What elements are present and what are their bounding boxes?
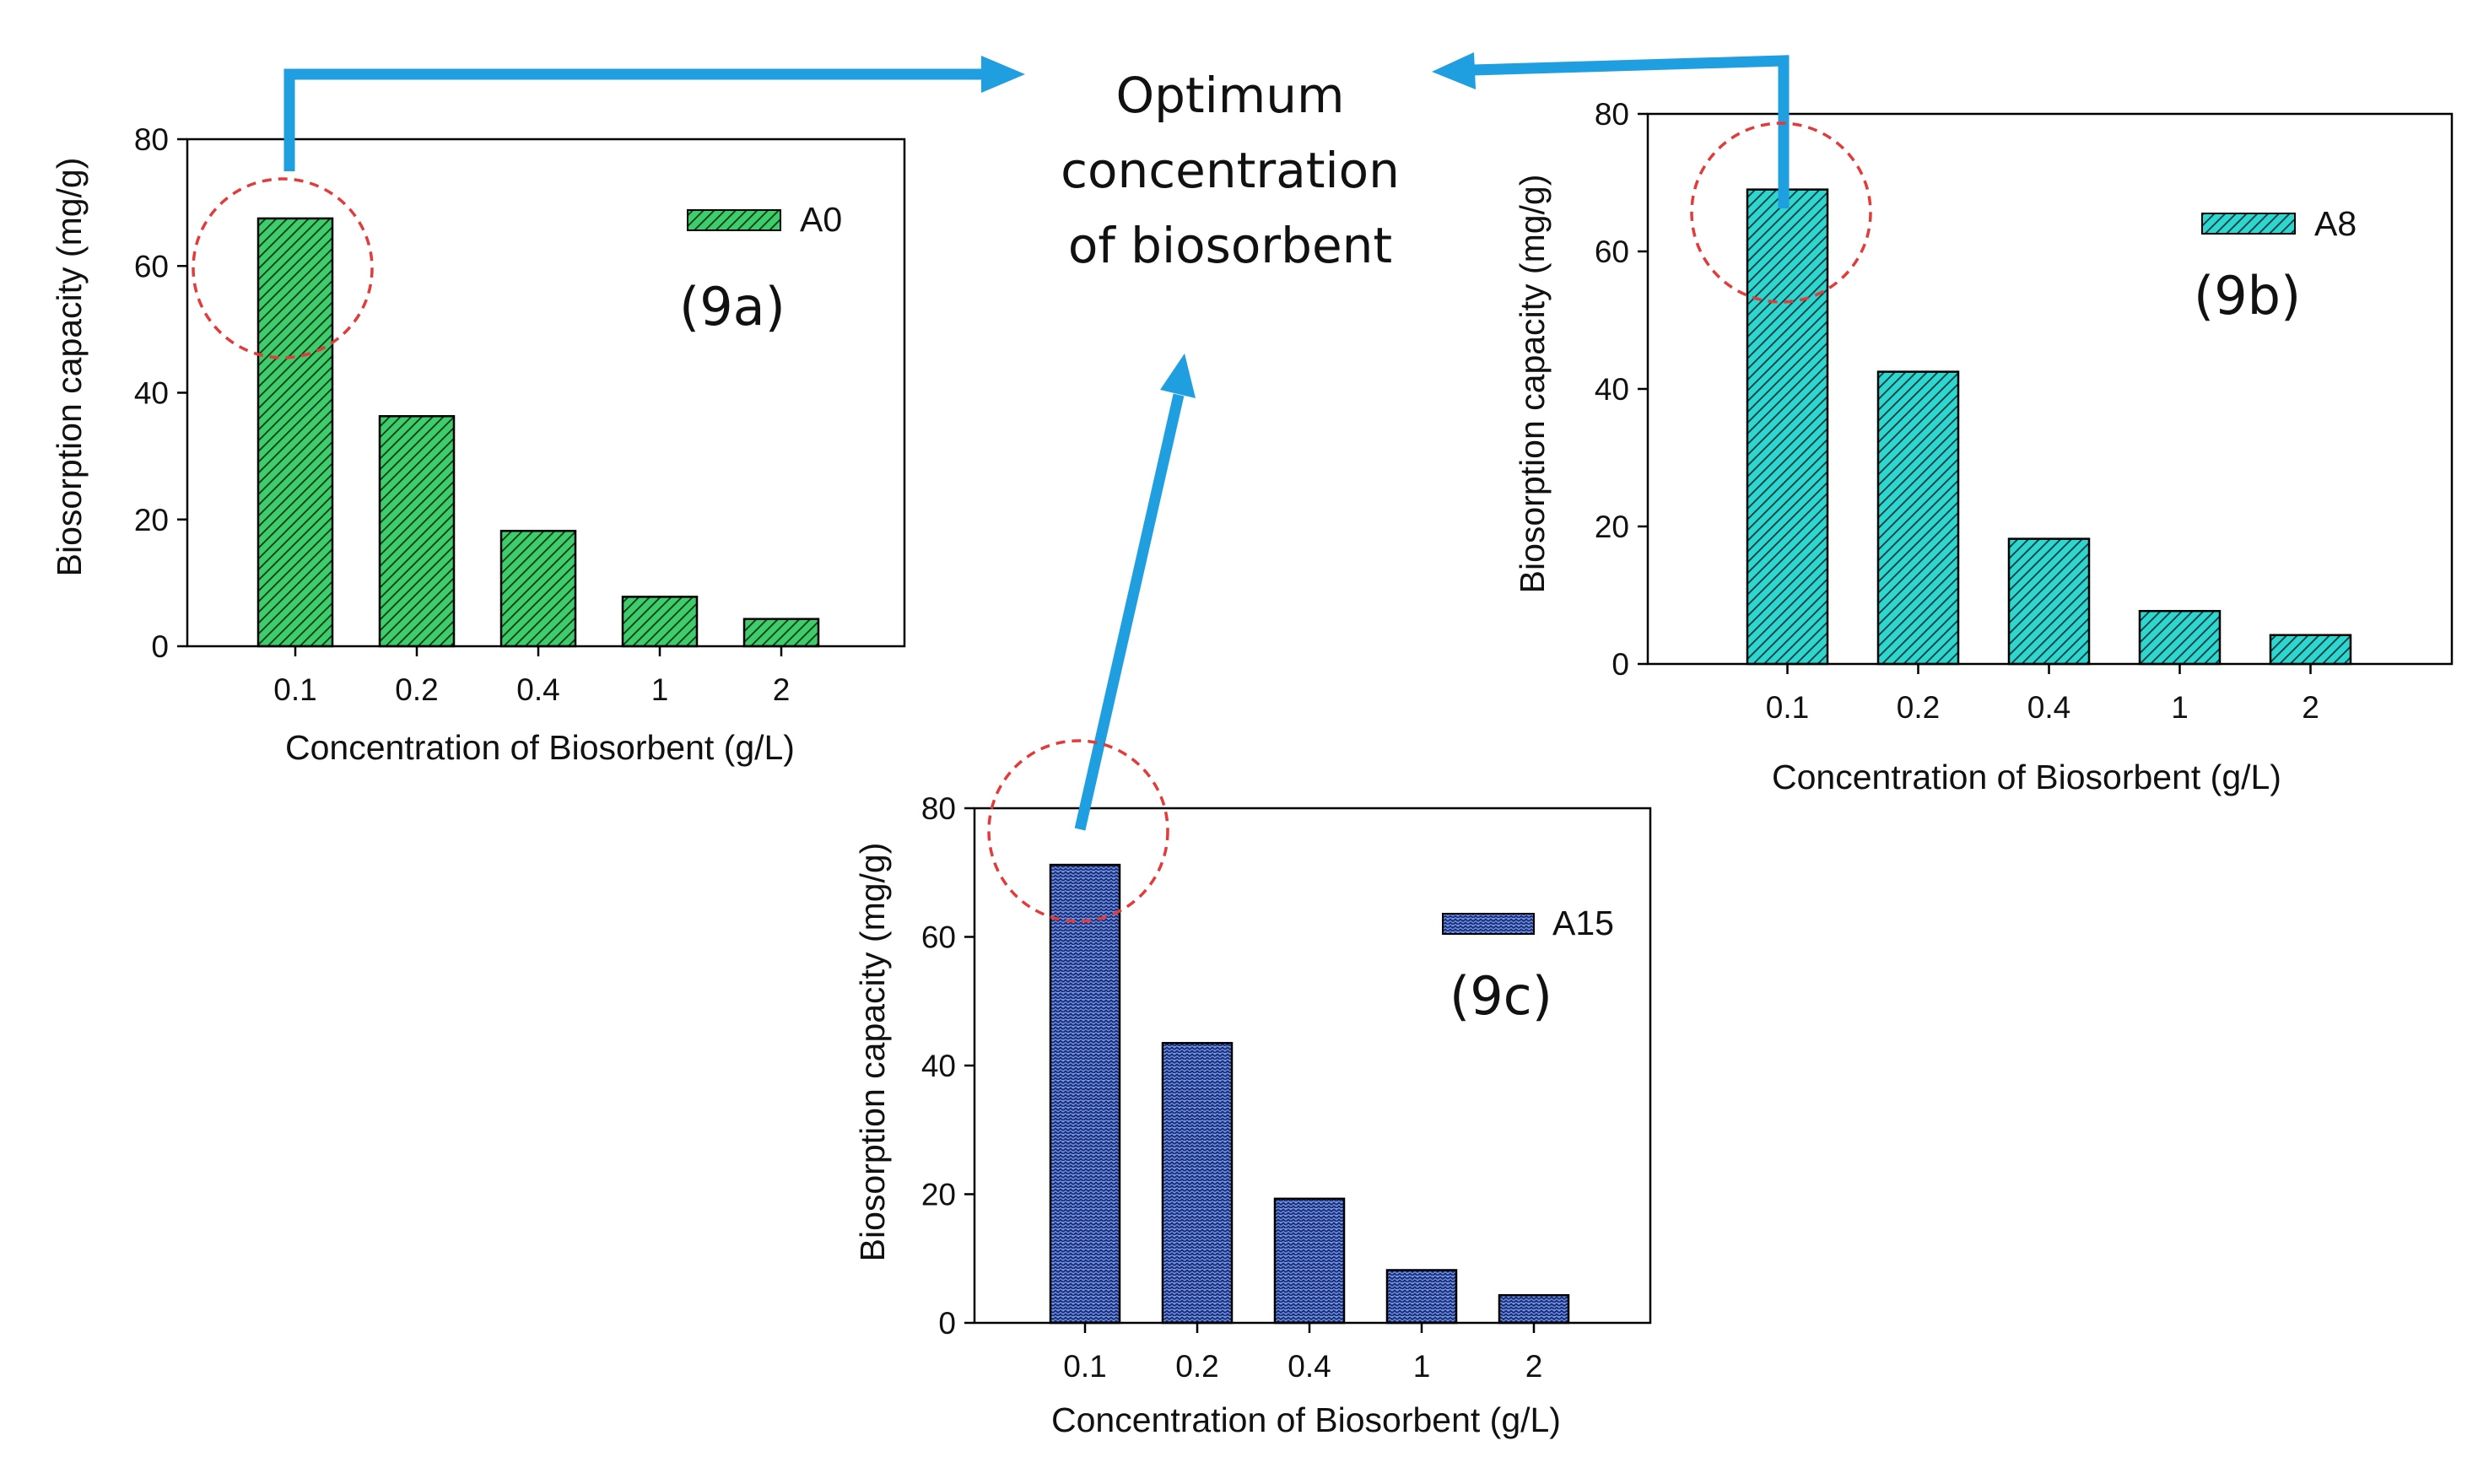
bar-2 (1498, 1293, 1570, 1325)
bar-1 (2138, 609, 2222, 666)
x-tick-label: 2 (773, 672, 791, 707)
bar-0.1 (1049, 863, 1121, 1325)
panel-label: (9b) (2194, 265, 2301, 326)
y-axis-ticks: 0 20 40 60 80 (134, 122, 187, 664)
caption-line-1: Optimum (1115, 67, 1344, 124)
x-tick-label: 0.2 (395, 672, 438, 707)
legend-swatch (2201, 213, 2296, 235)
panel-label: (9c) (1450, 965, 1552, 1027)
x-axis-title: Concentration of Biosorbent (g/L) (1051, 1400, 1561, 1439)
x-tick-label: 1 (651, 672, 669, 707)
arrows (283, 52, 1790, 831)
highlight-circle-9a (192, 177, 374, 359)
arrow-from-9c (1074, 393, 1185, 831)
bar-2 (2269, 634, 2352, 666)
y-tick-label: 20 (921, 1178, 956, 1212)
x-axis-ticks: 0.1 0.2 0.4 1 2 (273, 646, 790, 707)
bar-0.2 (378, 415, 456, 648)
y-tick-label: 0 (151, 629, 169, 664)
bar-group (256, 217, 820, 648)
x-tick-label: 1 (2171, 690, 2189, 725)
y-tick-label: 80 (1595, 97, 1629, 132)
x-tick-label: 0.1 (1766, 690, 1809, 725)
y-tick-label: 80 (134, 122, 169, 157)
x-axis-title: Concentration of Biosorbent (g/L) (1772, 758, 2281, 796)
y-axis-ticks: 0 20 40 60 80 (921, 791, 974, 1341)
highlight-circle-9c (987, 739, 1169, 923)
arrowhead-9c (1160, 353, 1196, 398)
legend-label: A15 (1552, 904, 1614, 942)
arrowhead-9a (981, 56, 1025, 93)
x-tick-label: 2 (2302, 690, 2319, 725)
chart-panel-9c: 0 20 40 60 80 0.1 0.2 0.4 1 2 Concentration of B… (853, 791, 1652, 1439)
legend-swatch (1442, 913, 1535, 935)
y-tick-label: 0 (938, 1306, 956, 1341)
bar-1 (621, 596, 699, 648)
y-tick-label: 80 (921, 791, 956, 826)
highlight-circle-9b (1690, 121, 1872, 304)
bar-0.1 (1746, 188, 1829, 666)
chart-panel-9b: 0 20 40 60 80 0.1 0.2 0.4 1 2 Concentration of B… (1513, 97, 2454, 796)
y-tick-label: 40 (921, 1049, 956, 1083)
optimum-caption: Optimum concentration of biosorbent (1061, 67, 1400, 274)
bar-0.2 (1876, 370, 1960, 666)
x-tick-label: 0.2 (1897, 690, 1940, 725)
x-tick-label: 0.4 (1288, 1349, 1331, 1384)
highlight-circles (192, 121, 1872, 923)
y-tick-label: 20 (134, 503, 169, 537)
bar-0.2 (1161, 1042, 1234, 1325)
bar-0.1 (256, 217, 334, 648)
y-axis-title: Biosorption capacity (mg/g) (1513, 175, 1552, 594)
caption-line-2: concentration (1061, 142, 1400, 199)
y-tick-label: 60 (921, 920, 956, 955)
x-tick-label: 0.4 (2027, 690, 2070, 725)
chart-panel-9a: 0 20 40 60 80 0.1 0.2 0.4 1 2 Concentration of B… (50, 122, 906, 767)
legend-label: A8 (2314, 204, 2357, 243)
bar-0.4 (1273, 1197, 1346, 1325)
y-tick-label: 40 (134, 376, 169, 411)
y-tick-label: 60 (1595, 235, 1629, 269)
panel-label: (9a) (679, 276, 786, 337)
bar-group (1049, 863, 1570, 1325)
x-tick-label: 0.2 (1175, 1349, 1218, 1384)
x-tick-label: 0.1 (273, 672, 316, 707)
caption-line-3: of biosorbent (1068, 217, 1392, 274)
y-tick-label: 0 (1612, 647, 1629, 682)
x-tick-label: 1 (1413, 1349, 1431, 1384)
y-axis-ticks: 0 20 40 60 80 (1595, 97, 1648, 682)
y-axis-title: Biosorption capacity (mg/g) (853, 843, 892, 1262)
y-tick-label: 60 (134, 249, 169, 283)
bar-0.4 (2007, 537, 2091, 666)
legend-swatch (687, 209, 781, 231)
bar-group (1746, 188, 2352, 666)
arrow-from-9a (283, 68, 985, 171)
x-axis-ticks: 0.1 0.2 0.4 1 2 (1063, 1323, 1542, 1384)
x-tick-label: 0.4 (516, 672, 559, 707)
x-axis-title: Concentration of Biosorbent (g/L) (285, 728, 795, 767)
y-axis-title: Biosorption capacity (mg/g) (50, 158, 89, 577)
arrowhead-9b (1432, 52, 1476, 89)
x-tick-label: 0.1 (1063, 1349, 1106, 1384)
bar-2 (742, 618, 820, 648)
bar-1 (1385, 1269, 1458, 1325)
y-tick-label: 20 (1595, 510, 1629, 544)
legend-label: A0 (800, 200, 842, 239)
arrow-from-9b (1471, 55, 1790, 208)
x-axis-ticks: 0.1 0.2 0.4 1 2 (1766, 664, 2319, 725)
bar-0.4 (499, 530, 577, 648)
y-tick-label: 40 (1595, 372, 1629, 407)
x-tick-label: 2 (1525, 1349, 1543, 1384)
